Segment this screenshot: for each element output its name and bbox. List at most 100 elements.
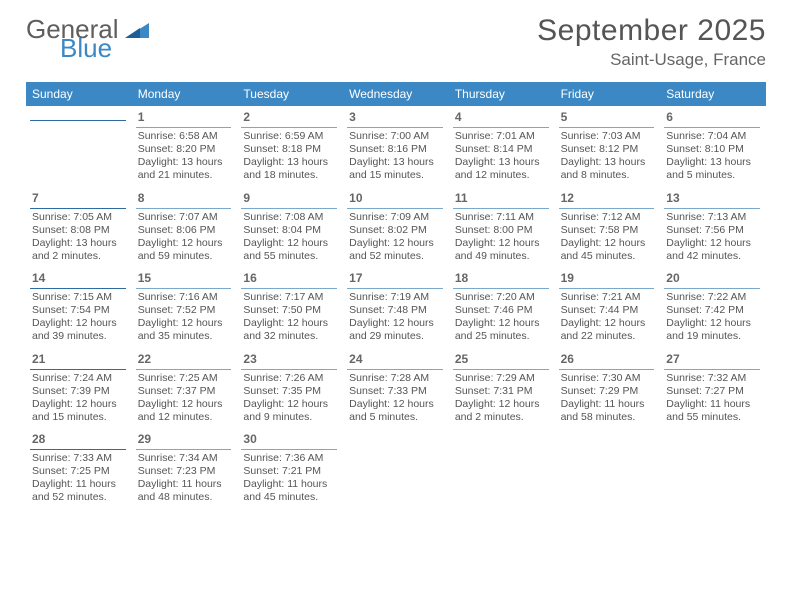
day-cell bbox=[343, 428, 449, 509]
day-cell bbox=[555, 428, 661, 509]
day-number: 23 bbox=[243, 352, 256, 366]
day-info: Sunrise: 7:12 AMSunset: 7:58 PMDaylight:… bbox=[559, 209, 655, 264]
sunset: Sunset: 7:37 PM bbox=[138, 385, 232, 398]
daylight: Daylight: 13 hours and 21 minutes. bbox=[138, 156, 232, 182]
day-number: 21 bbox=[32, 352, 45, 366]
dow-header: Saturday bbox=[660, 82, 766, 106]
day-cell: 17Sunrise: 7:19 AMSunset: 7:48 PMDayligh… bbox=[343, 267, 449, 348]
sunrise: Sunrise: 7:24 AM bbox=[32, 372, 126, 385]
daylight: Daylight: 12 hours and 32 minutes. bbox=[243, 317, 337, 343]
sunset: Sunset: 7:58 PM bbox=[561, 224, 655, 237]
day-number: 6 bbox=[666, 110, 673, 124]
sunset: Sunset: 7:39 PM bbox=[32, 385, 126, 398]
daylight: Daylight: 12 hours and 2 minutes. bbox=[455, 398, 549, 424]
day-cell: 22 Sunrise: 7:25 AMSunset: 7:37 PMDayligh… bbox=[132, 348, 238, 429]
sunrise: Sunrise: 7:09 AM bbox=[349, 211, 443, 224]
sunrise: Sunrise: 7:12 AM bbox=[561, 211, 655, 224]
dow-header: Tuesday bbox=[237, 82, 343, 106]
day-number: 9 bbox=[243, 191, 250, 205]
daylight: Daylight: 12 hours and 45 minutes. bbox=[561, 237, 655, 263]
daylight: Daylight: 13 hours and 15 minutes. bbox=[349, 156, 443, 182]
day-info: Sunrise: 7:09 AMSunset: 8:02 PMDaylight:… bbox=[347, 209, 443, 264]
day-info: Sunrise: 7:16 AMSunset: 7:52 PMDaylight:… bbox=[136, 289, 232, 344]
day-number: 11 bbox=[455, 191, 468, 205]
week-row: 14 Sunrise: 7:15 AMSunset: 7:54 PMDayligh… bbox=[26, 267, 766, 348]
day-info: Sunrise: 7:24 AMSunset: 7:39 PMDaylight:… bbox=[30, 370, 126, 425]
sunrise: Sunrise: 7:04 AM bbox=[666, 130, 760, 143]
daylight: Daylight: 12 hours and 9 minutes. bbox=[243, 398, 337, 424]
sunset: Sunset: 8:04 PM bbox=[243, 224, 337, 237]
day-number: 20 bbox=[666, 271, 679, 285]
day-number: 3 bbox=[349, 110, 356, 124]
daylight: Daylight: 12 hours and 25 minutes. bbox=[455, 317, 549, 343]
day-number: 2 bbox=[243, 110, 250, 124]
day-number: 8 bbox=[138, 191, 145, 205]
day-number: 14 bbox=[32, 271, 45, 285]
dow-header: Friday bbox=[555, 82, 661, 106]
sunrise: Sunrise: 7:08 AM bbox=[243, 211, 337, 224]
day-number: 22 bbox=[138, 352, 151, 366]
sunset: Sunset: 7:42 PM bbox=[666, 304, 760, 317]
sunrise: Sunrise: 7:03 AM bbox=[561, 130, 655, 143]
dow-header: Wednesday bbox=[343, 82, 449, 106]
sunrise: Sunrise: 6:59 AM bbox=[243, 130, 337, 143]
sunrise: Sunrise: 7:22 AM bbox=[666, 291, 760, 304]
day-number: 26 bbox=[561, 352, 574, 366]
daylight: Daylight: 13 hours and 2 minutes. bbox=[32, 237, 126, 263]
calendar: SundayMondayTuesdayWednesdayThursdayFrid… bbox=[26, 82, 766, 509]
day-number: 10 bbox=[349, 191, 362, 205]
sunset: Sunset: 7:35 PM bbox=[243, 385, 337, 398]
sunset: Sunset: 7:46 PM bbox=[455, 304, 549, 317]
day-info: Sunrise: 7:33 AMSunset: 7:25 PMDaylight:… bbox=[30, 450, 126, 505]
sunrise: Sunrise: 7:13 AM bbox=[666, 211, 760, 224]
day-number: 25 bbox=[455, 352, 468, 366]
day-info: Sunrise: 7:17 AMSunset: 7:50 PMDaylight:… bbox=[241, 289, 337, 344]
day-cell: 26Sunrise: 7:30 AMSunset: 7:29 PMDayligh… bbox=[555, 348, 661, 429]
day-info: Sunrise: 7:07 AMSunset: 8:06 PMDaylight:… bbox=[136, 209, 232, 264]
day-cell bbox=[660, 428, 766, 509]
daylight: Daylight: 12 hours and 5 minutes. bbox=[349, 398, 443, 424]
daylight: Daylight: 11 hours and 45 minutes. bbox=[243, 478, 337, 504]
sunset: Sunset: 7:44 PM bbox=[561, 304, 655, 317]
title-block: September 2025 Saint-Usage, France bbox=[537, 14, 766, 70]
day-cell bbox=[449, 428, 555, 509]
day-cell: 11Sunrise: 7:11 AMSunset: 8:00 PMDayligh… bbox=[449, 187, 555, 268]
sunset: Sunset: 8:08 PM bbox=[32, 224, 126, 237]
day-number: 24 bbox=[349, 352, 362, 366]
sunset: Sunset: 7:54 PM bbox=[32, 304, 126, 317]
sunrise: Sunrise: 7:01 AM bbox=[455, 130, 549, 143]
logo-triangle-icon bbox=[125, 20, 149, 41]
daylight: Daylight: 13 hours and 12 minutes. bbox=[455, 156, 549, 182]
sunrise: Sunrise: 7:33 AM bbox=[32, 452, 126, 465]
day-info: Sunrise: 7:25 AMSunset: 7:37 PMDaylight:… bbox=[136, 370, 232, 425]
sunrise: Sunrise: 7:28 AM bbox=[349, 372, 443, 385]
day-info: Sunrise: 7:21 AMSunset: 7:44 PMDaylight:… bbox=[559, 289, 655, 344]
day-cell: 8 Sunrise: 7:07 AMSunset: 8:06 PMDaylight… bbox=[132, 187, 238, 268]
sunset: Sunset: 7:50 PM bbox=[243, 304, 337, 317]
day-info: Sunrise: 7:15 AMSunset: 7:54 PMDaylight:… bbox=[30, 289, 126, 344]
sunrise: Sunrise: 6:58 AM bbox=[138, 130, 232, 143]
sunset: Sunset: 7:29 PM bbox=[561, 385, 655, 398]
day-number: 13 bbox=[666, 191, 679, 205]
sunrise: Sunrise: 7:05 AM bbox=[32, 211, 126, 224]
day-cell: 27Sunrise: 7:32 AMSunset: 7:27 PMDayligh… bbox=[660, 348, 766, 429]
sunrise: Sunrise: 7:36 AM bbox=[243, 452, 337, 465]
day-cell: 28Sunrise: 7:33 AMSunset: 7:25 PMDayligh… bbox=[26, 428, 132, 509]
sunset: Sunset: 8:00 PM bbox=[455, 224, 549, 237]
day-cell: 20Sunrise: 7:22 AMSunset: 7:42 PMDayligh… bbox=[660, 267, 766, 348]
day-cell bbox=[26, 106, 132, 187]
week-row: 1Sunrise: 6:58 AMSunset: 8:20 PMDaylight… bbox=[26, 106, 766, 187]
sunset: Sunset: 8:18 PM bbox=[243, 143, 337, 156]
day-cell: 19Sunrise: 7:21 AMSunset: 7:44 PMDayligh… bbox=[555, 267, 661, 348]
daylight: Daylight: 12 hours and 39 minutes. bbox=[32, 317, 126, 343]
day-cell: 4Sunrise: 7:01 AMSunset: 8:14 PMDaylight… bbox=[449, 106, 555, 187]
sunrise: Sunrise: 7:21 AM bbox=[561, 291, 655, 304]
sunset: Sunset: 7:25 PM bbox=[32, 465, 126, 478]
day-info: Sunrise: 7:26 AMSunset: 7:35 PMDaylight:… bbox=[241, 370, 337, 425]
sunset: Sunset: 7:21 PM bbox=[243, 465, 337, 478]
sunrise: Sunrise: 7:19 AM bbox=[349, 291, 443, 304]
header: General Blue September 2025 Saint-Usage,… bbox=[26, 14, 766, 70]
sunset: Sunset: 7:48 PM bbox=[349, 304, 443, 317]
day-number: 30 bbox=[243, 432, 256, 446]
day-info: Sunrise: 7:32 AMSunset: 7:27 PMDaylight:… bbox=[664, 370, 760, 425]
